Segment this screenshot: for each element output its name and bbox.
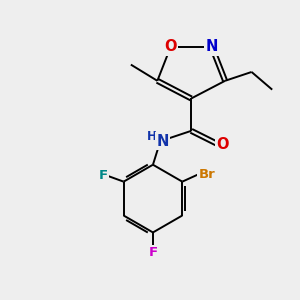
Text: H: H [146,130,156,143]
Text: O: O [216,136,228,152]
Text: Br: Br [198,168,215,181]
Text: F: F [98,169,108,182]
Text: F: F [148,246,158,259]
Text: O: O [164,39,177,54]
Text: N: N [206,39,218,54]
Text: N: N [157,134,169,149]
